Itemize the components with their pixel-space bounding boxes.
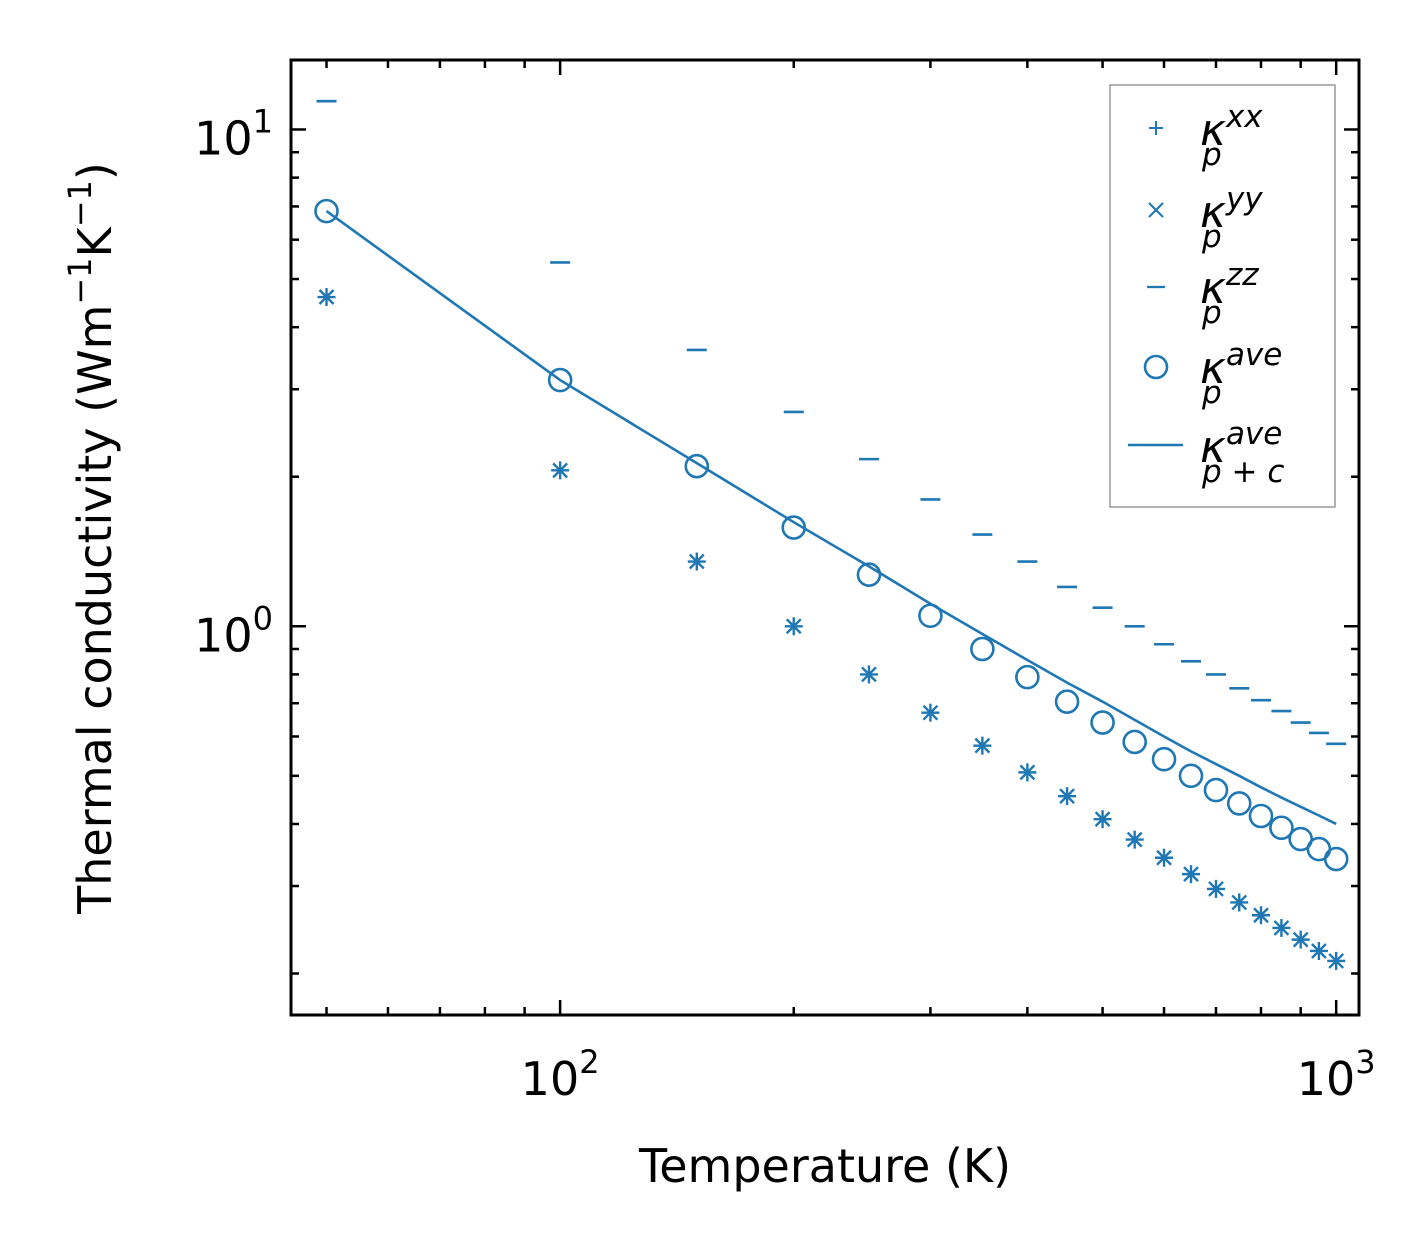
point-kappa_p_yy-750-d2: [1231, 894, 1248, 911]
legend-kappa-ave-sup: ave: [1226, 337, 1282, 373]
legend-kappa-yy-base: κ: [1200, 187, 1226, 238]
legend-kappa-zz-sup: zz: [1225, 257, 1259, 293]
point-kappa_p_ave-900: [1288, 826, 1313, 852]
series-line-kappa_p_c_ave: [325, 210, 1337, 826]
point-kappa_p_ave-550: [1122, 729, 1148, 755]
x-tick-100-base: 10: [521, 1052, 580, 1106]
legend-markers: [1128, 121, 1183, 447]
y-axis-title-sup2: −1: [61, 180, 99, 227]
point-kappa_p_ave-250: [856, 562, 882, 587]
point-kappa_p_ave-850: [1269, 815, 1294, 841]
legend-kappa-zz-sub: p: [1201, 295, 1222, 331]
series-kappa_p_zz: [316, 99, 1347, 746]
plot-frame: [289, 58, 1361, 1017]
series-kappa_p_yy: [318, 289, 1345, 969]
point-kappa_p_ave-600: [1151, 746, 1177, 772]
legend-kappa-yy-sup: yy: [1225, 181, 1263, 217]
point-kappa_p_ave-50: [314, 198, 339, 224]
legend-marker-ave: [1143, 354, 1169, 380]
legend-kappa-xx-sub: p: [1201, 137, 1222, 173]
point-kappa_p_ave-700: [1203, 777, 1229, 803]
legend-kappa-yy-sub: p: [1201, 219, 1222, 255]
point-kappa_p_ave-450: [1054, 689, 1080, 714]
point-kappa_p_ave-350: [970, 636, 995, 662]
point-kappa_p_yy-650-d2: [1183, 866, 1199, 882]
point-kappa_p_ave-800: [1248, 803, 1274, 829]
y-tick-label-1: 100: [194, 599, 273, 662]
x-tick-100-exp: 2: [579, 1043, 599, 1081]
point-kappa_p_ave-650: [1178, 763, 1204, 789]
plot-data: [314, 99, 1349, 970]
point-kappa_p_yy-950-d2: [1311, 943, 1327, 959]
point-kappa_p_ave-400: [1015, 664, 1040, 690]
y-axis-title-mid: K: [68, 225, 122, 257]
legend-marker-yy-d2: [1148, 202, 1164, 218]
x-tick-1000-exp: 3: [1355, 1043, 1375, 1081]
point-kappa_p_yy-600-d2: [1156, 849, 1172, 866]
point-kappa_p_yy-200-d2: [785, 618, 802, 635]
y-axis-title-sup1: −1: [61, 257, 99, 304]
legend-kappa-ave-base: κ: [1200, 343, 1226, 394]
point-kappa_p_yy-900-d2: [1292, 931, 1309, 948]
legend-kappa-ave-pc-sup: ave: [1226, 416, 1282, 452]
legend: κxx p κyy p κzz p κave p κave p + c: [1109, 84, 1336, 508]
legend-label-kappa-yy: κyy p: [1200, 181, 1263, 255]
y-tick-10-exp: 1: [253, 102, 273, 140]
point-kappa_p_yy-50-d2: [318, 289, 335, 305]
legend-kappa-xx-sup: xx: [1225, 99, 1263, 135]
y-axis-title-end: ): [68, 162, 122, 180]
point-kappa_p_yy-700-d2: [1208, 881, 1224, 897]
y-tick-10-base: 10: [194, 111, 253, 165]
point-kappa_p_yy-350-d2: [974, 737, 991, 754]
point-kappa_p_yy-800-d2: [1253, 907, 1269, 924]
point-kappa_p_ave-1000: [1323, 846, 1349, 872]
point-kappa_p_ave-150: [684, 453, 710, 479]
legend-kappa-ave-pc-base: κ: [1200, 422, 1226, 473]
legend-label-kappa-zz: κzz p: [1200, 257, 1259, 331]
point-kappa_p_ave-100: [547, 367, 573, 393]
legend-kappa-xx-base: κ: [1200, 105, 1226, 156]
y-tick-1-base: 10: [194, 608, 253, 662]
point-kappa_p_yy-150-d2: [688, 553, 705, 570]
y-axis-title-main: Thermal conductivity (Wm: [68, 305, 122, 915]
point-kappa_p_yy-250-d2: [861, 666, 877, 683]
x-tick-label-100: 102: [521, 1043, 600, 1106]
legend-label-kappa-xx: κxx p: [1200, 99, 1263, 173]
x-axis-title: Temperature (K): [638, 1139, 1011, 1193]
point-kappa_p_yy-300-d2: [922, 704, 939, 721]
legend-frame: [1109, 84, 1336, 508]
y-axis-title: Thermal conductivity (Wm−1K−1): [61, 162, 122, 915]
series-kappa_p_ave: [314, 198, 1349, 872]
y-tick-1-exp: 0: [253, 599, 273, 637]
y-tick-label-10: 101: [194, 102, 273, 165]
point-kappa_p_ave-750: [1226, 791, 1252, 816]
legend-kappa-zz-base: κ: [1200, 263, 1226, 314]
point-kappa_p_yy-1000-d2: [1328, 953, 1345, 969]
point-kappa_p_yy-850-d2: [1273, 920, 1290, 936]
x-tick-label-1000: 103: [1297, 1043, 1376, 1106]
point-kappa_p_yy-500-d2: [1094, 811, 1111, 827]
point-kappa_p_yy-450-d2: [1059, 788, 1075, 805]
x-tick-1000-base: 10: [1297, 1052, 1356, 1106]
point-kappa_p_yy-550-d2: [1126, 831, 1143, 848]
legend-label-kappa-ave: κave p: [1200, 337, 1282, 411]
point-kappa_p_yy-400-d2: [1019, 764, 1036, 781]
legend-label-kappa-ave-pc: κave p + c: [1200, 416, 1284, 490]
point-kappa_p_ave-500: [1090, 710, 1115, 735]
legend-kappa-ave-pc-sub: p + c: [1201, 454, 1284, 490]
series-kappa_p_c_ave: [325, 210, 1337, 826]
point-kappa_p_yy-100-d2: [552, 462, 568, 479]
legend-kappa-ave-sub: p: [1201, 375, 1222, 411]
